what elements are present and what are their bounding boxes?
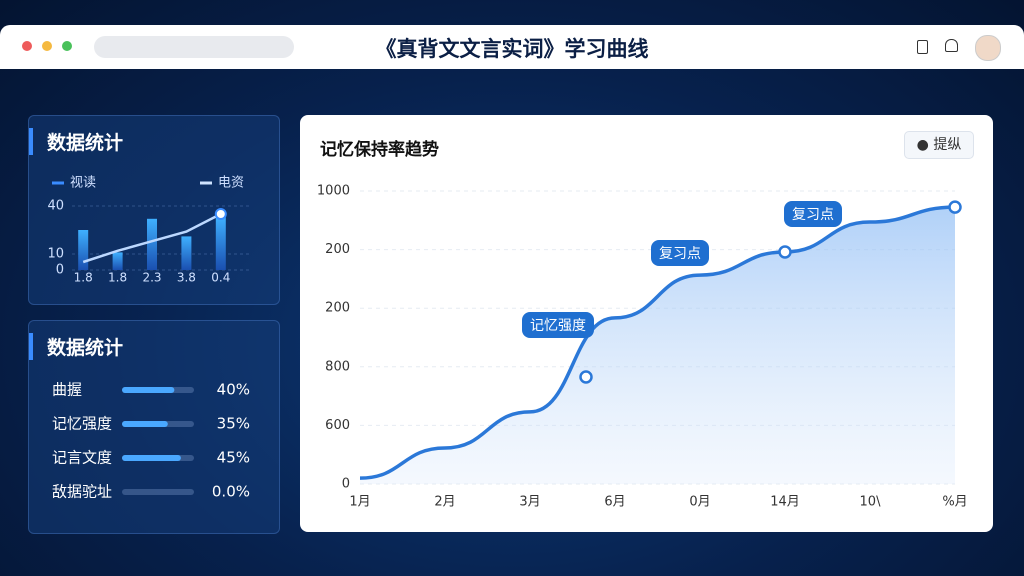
progress-bar — [122, 421, 168, 427]
min-dot[interactable] — [42, 41, 52, 51]
review-marker — [778, 245, 792, 259]
annotation: 复习点 — [651, 240, 709, 266]
row-value: 45% — [217, 449, 250, 467]
track — [122, 489, 194, 495]
legend-label: 电资 — [218, 176, 244, 191]
stats-panel: 数据统计 — [28, 115, 280, 305]
bar — [78, 230, 89, 270]
review-marker — [579, 370, 593, 384]
panel-title: 数据统计 — [29, 128, 123, 155]
close-dot[interactable] — [22, 41, 32, 51]
x-tick-label: 0.4 — [211, 271, 230, 285]
x-tick-label: %月 — [942, 495, 967, 510]
x-tick-label: 14月 — [770, 495, 800, 510]
panel-title: 数据统计 — [29, 333, 123, 360]
row-label: 敌据驼址 — [52, 483, 112, 501]
bar — [147, 218, 157, 270]
filter-button[interactable]: ● 提纵 — [904, 131, 974, 159]
window-header: 《真背文文言实词》学习曲线 — [0, 25, 1024, 69]
button-label: 提纵 — [933, 137, 962, 153]
end-marker — [214, 208, 227, 220]
y-tick-label: 200 — [325, 301, 350, 316]
y-tick-label: 40 — [47, 199, 64, 214]
max-dot[interactable] — [62, 41, 72, 51]
row-label: 记言文度 — [52, 449, 112, 467]
x-tick-label: 3.8 — [177, 271, 196, 285]
annotation: 记忆强度 — [522, 312, 594, 338]
x-tick-label: 3月 — [519, 495, 540, 510]
row-label: 记忆强度 — [52, 415, 112, 433]
bar — [215, 217, 226, 270]
review-marker — [948, 200, 962, 214]
row-label: 曲握 — [52, 381, 82, 399]
row-value: 0.0% — [212, 483, 250, 501]
x-tick-label: 0月 — [689, 495, 710, 510]
x-tick-label: 10\ — [860, 495, 882, 510]
page-title: 《真背文文言实词》学习曲线 — [375, 37, 649, 61]
legend-label: 视读 — [70, 176, 96, 191]
bar — [181, 236, 192, 270]
x-tick-label: 1.8 — [74, 271, 93, 285]
y-tick-label: 1000 — [317, 184, 350, 199]
y-tick-label: 10 — [47, 247, 64, 262]
bell-icon[interactable] — [945, 39, 958, 52]
progress-bar — [122, 387, 175, 393]
trend-line — [82, 212, 222, 264]
annotation: 复习点 — [784, 201, 842, 227]
chart-title: 记忆保持率趋势 — [320, 140, 439, 160]
y-tick-label: 200 — [325, 242, 350, 257]
phone-icon[interactable] — [917, 40, 928, 54]
y-tick-label: 600 — [325, 418, 350, 433]
x-tick-label: 2.3 — [142, 271, 161, 285]
x-tick-label: 6月 — [604, 495, 625, 510]
avatar[interactable] — [975, 35, 1001, 61]
y-tick-label: 800 — [325, 359, 350, 374]
address-bar[interactable] — [94, 36, 294, 58]
row-value: 40% — [217, 381, 250, 399]
x-tick-label: 1.8 — [108, 271, 127, 285]
y-tick-label: 0 — [56, 263, 64, 278]
progress-bar — [122, 455, 181, 461]
x-tick-label: 2月 — [434, 495, 455, 510]
row-value: 35% — [217, 415, 250, 433]
area — [360, 207, 955, 485]
y-tick-label: 0 — [342, 477, 350, 492]
retention-line — [359, 205, 956, 480]
bar — [112, 252, 123, 270]
x-tick-label: 1月 — [349, 495, 370, 510]
